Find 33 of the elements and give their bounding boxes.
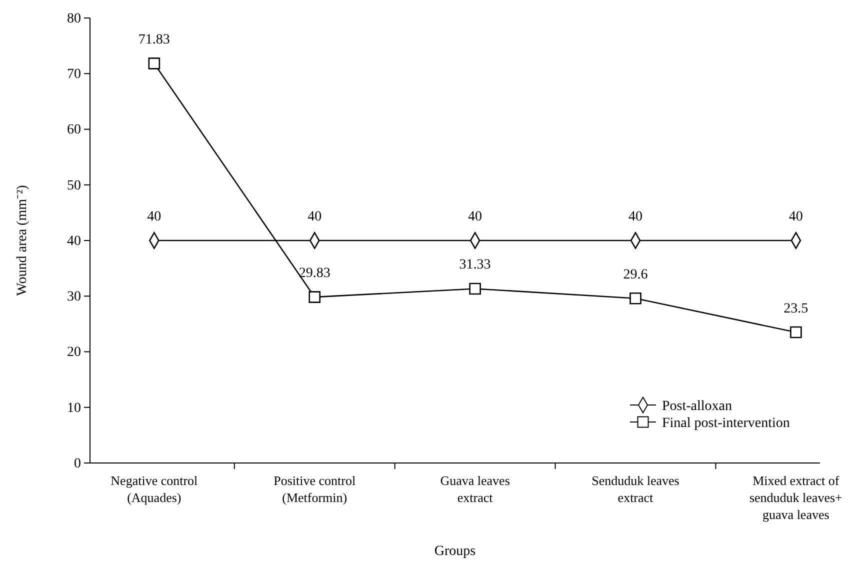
legend-label: Final post-intervention bbox=[662, 416, 790, 431]
data-label: 71.83 bbox=[138, 32, 170, 48]
data-label: 40 bbox=[147, 210, 162, 224]
data-label: 23.5 bbox=[784, 301, 808, 316]
y-tick-label: 10 bbox=[67, 400, 81, 416]
y-tick-label: 80 bbox=[67, 11, 81, 26]
y-tick-label: 70 bbox=[67, 67, 81, 82]
x-tick-label: Senduduk leaves extract bbox=[592, 473, 680, 505]
point bbox=[630, 292, 642, 304]
y-tick-label: 50 bbox=[67, 178, 81, 194]
x-tick-label: Guava leaves extract bbox=[440, 473, 510, 505]
data-label: 40 bbox=[308, 210, 322, 224]
y-tick-label: 40 bbox=[67, 234, 81, 249]
point bbox=[469, 282, 481, 295]
y-tick-label: 20 bbox=[67, 345, 81, 360]
y-tick-label: 0 bbox=[74, 456, 81, 472]
x-tick-label: Negative control (Aquades) bbox=[110, 473, 198, 505]
data-label: 40 bbox=[628, 210, 642, 224]
data-label: 40 bbox=[468, 210, 482, 224]
x-tick-label: Positive control (Metformin) bbox=[274, 473, 356, 505]
data-label: 29.83 bbox=[298, 266, 330, 282]
x-tick-label: Mixed extract of senduduk leaves+ guava leaves bbox=[749, 473, 842, 522]
y-axis-title: Wound area (mm⁻²) bbox=[15, 184, 30, 296]
data-label: 40 bbox=[788, 210, 803, 224]
y-tick-label: 30 bbox=[67, 290, 81, 305]
data-label: 31.33 bbox=[459, 258, 491, 273]
data-label: 29.6 bbox=[623, 267, 648, 282]
point bbox=[790, 326, 802, 338]
point bbox=[308, 291, 321, 303]
y-tick-label: 60 bbox=[67, 122, 81, 138]
x-axis-title: Groups bbox=[434, 544, 476, 559]
point bbox=[148, 58, 160, 70]
legend-label: Post-alloxan bbox=[662, 399, 732, 414]
